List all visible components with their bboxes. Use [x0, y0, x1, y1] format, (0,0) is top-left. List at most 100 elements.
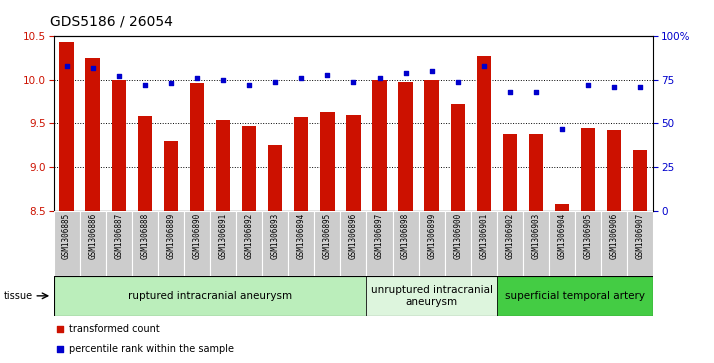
- Bar: [497, 211, 523, 276]
- Text: GSM1306894: GSM1306894: [297, 212, 306, 259]
- Bar: [425, 80, 439, 211]
- Bar: [523, 211, 549, 276]
- Text: GSM1306900: GSM1306900: [453, 212, 462, 259]
- Bar: [398, 82, 413, 211]
- Bar: [164, 141, 178, 211]
- Point: [531, 89, 542, 95]
- Text: percentile rank within the sample: percentile rank within the sample: [69, 344, 233, 354]
- Text: GSM1306895: GSM1306895: [323, 212, 332, 259]
- Point: [165, 81, 176, 86]
- Bar: [236, 211, 262, 276]
- Bar: [393, 211, 418, 276]
- Point: [402, 246, 413, 252]
- Bar: [80, 211, 106, 276]
- Text: tissue: tissue: [4, 291, 33, 301]
- Bar: [529, 134, 543, 211]
- Point: [452, 79, 463, 85]
- Bar: [575, 211, 601, 276]
- Text: GSM1306892: GSM1306892: [245, 212, 253, 259]
- Text: GSM1306897: GSM1306897: [375, 212, 384, 259]
- Text: GSM1306888: GSM1306888: [141, 212, 149, 259]
- Bar: [341, 211, 366, 276]
- Bar: [106, 211, 132, 276]
- Point: [61, 63, 72, 69]
- Point: [217, 77, 228, 83]
- Text: GDS5186 / 26054: GDS5186 / 26054: [50, 15, 173, 29]
- Bar: [314, 211, 341, 276]
- Text: ruptured intracranial aneurysm: ruptured intracranial aneurysm: [128, 291, 292, 301]
- Point: [583, 82, 594, 88]
- Bar: [503, 134, 517, 211]
- Point: [348, 79, 359, 85]
- Bar: [418, 211, 445, 276]
- Bar: [132, 211, 158, 276]
- Text: GSM1306898: GSM1306898: [401, 212, 410, 259]
- Bar: [445, 211, 471, 276]
- Text: unruptured intracranial
aneurysm: unruptured intracranial aneurysm: [371, 285, 493, 307]
- Bar: [294, 117, 308, 211]
- Text: superficial temporal artery: superficial temporal artery: [505, 291, 645, 301]
- Bar: [497, 276, 653, 316]
- Point: [191, 75, 203, 81]
- Text: GSM1306899: GSM1306899: [427, 212, 436, 259]
- Bar: [366, 276, 497, 316]
- Bar: [86, 58, 100, 211]
- Bar: [54, 211, 80, 276]
- Text: GSM1306885: GSM1306885: [62, 212, 71, 259]
- Bar: [216, 120, 230, 211]
- Bar: [555, 204, 569, 211]
- Text: GSM1306893: GSM1306893: [271, 212, 280, 259]
- Bar: [601, 211, 627, 276]
- Point: [321, 72, 333, 78]
- Bar: [451, 104, 465, 211]
- Bar: [633, 150, 648, 211]
- Point: [402, 64, 413, 70]
- Point: [400, 70, 411, 76]
- Bar: [366, 211, 393, 276]
- Point: [608, 84, 620, 90]
- Text: GSM1306901: GSM1306901: [479, 212, 488, 259]
- Point: [243, 82, 255, 88]
- Bar: [210, 211, 236, 276]
- Bar: [627, 211, 653, 276]
- Point: [556, 126, 568, 131]
- Text: GSM1306907: GSM1306907: [635, 212, 645, 259]
- Bar: [477, 56, 491, 211]
- Text: GSM1306889: GSM1306889: [166, 212, 176, 259]
- Bar: [268, 145, 282, 211]
- Bar: [372, 80, 387, 211]
- Bar: [607, 130, 621, 211]
- Bar: [59, 41, 74, 211]
- Text: GSM1306891: GSM1306891: [218, 212, 228, 259]
- Bar: [288, 211, 314, 276]
- Text: transformed count: transformed count: [69, 325, 159, 334]
- Text: GSM1306896: GSM1306896: [349, 212, 358, 259]
- Text: GSM1306887: GSM1306887: [114, 212, 124, 259]
- Text: GSM1306890: GSM1306890: [193, 212, 201, 259]
- Bar: [581, 128, 595, 211]
- Text: GSM1306906: GSM1306906: [610, 212, 619, 259]
- Bar: [471, 211, 497, 276]
- Point: [296, 75, 307, 81]
- Bar: [190, 83, 204, 211]
- Point: [635, 84, 646, 90]
- Text: GSM1306905: GSM1306905: [583, 212, 593, 259]
- Text: GSM1306902: GSM1306902: [506, 212, 514, 259]
- Bar: [346, 115, 361, 211]
- Bar: [242, 126, 256, 211]
- Point: [374, 75, 386, 81]
- Point: [139, 82, 151, 88]
- Bar: [184, 211, 210, 276]
- Text: GSM1306904: GSM1306904: [558, 212, 566, 259]
- Text: GSM1306903: GSM1306903: [531, 212, 540, 259]
- Bar: [262, 211, 288, 276]
- Point: [269, 79, 281, 85]
- Point: [478, 63, 490, 69]
- Bar: [54, 276, 366, 316]
- Point: [113, 73, 124, 79]
- Bar: [138, 117, 152, 211]
- Bar: [158, 211, 184, 276]
- Bar: [320, 112, 335, 211]
- Point: [504, 89, 516, 95]
- Bar: [111, 80, 126, 211]
